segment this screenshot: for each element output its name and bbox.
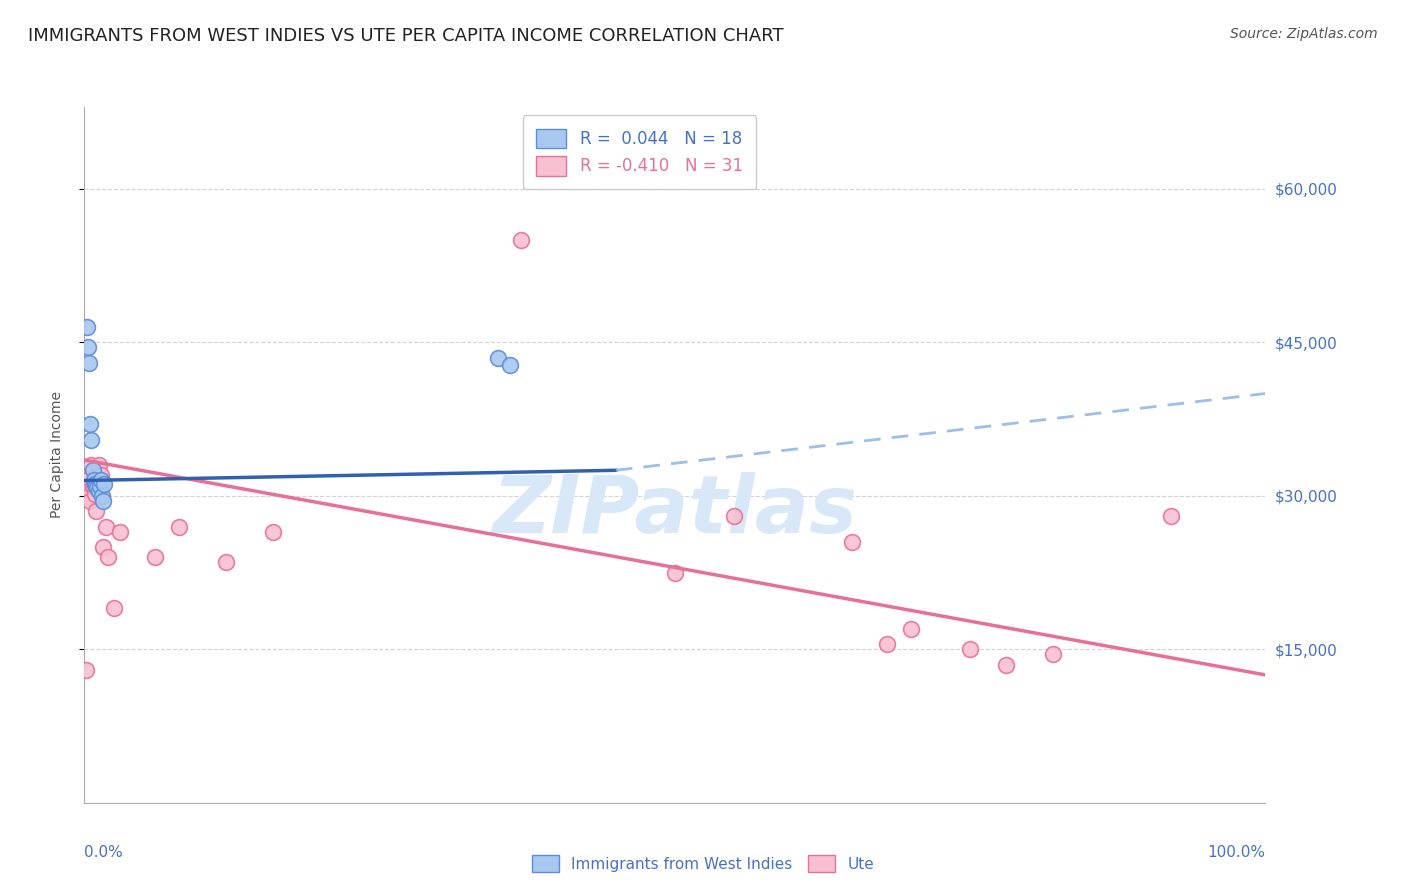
Legend: R =  0.044   N = 18, R = -0.410   N = 31: R = 0.044 N = 18, R = -0.410 N = 31	[523, 115, 756, 189]
Point	[103, 601, 125, 615]
Point	[80, 458, 103, 472]
Point	[84, 476, 107, 491]
Point	[90, 468, 112, 483]
Text: ZIPatlas: ZIPatlas	[492, 472, 858, 549]
Point	[723, 509, 745, 524]
Point	[80, 433, 103, 447]
Point	[215, 555, 238, 569]
Point	[994, 657, 1017, 672]
Point	[76, 320, 98, 334]
Point	[75, 663, 97, 677]
Point	[1160, 509, 1182, 524]
Point	[486, 351, 509, 365]
Y-axis label: Per Capita Income: Per Capita Income	[49, 392, 63, 518]
Point	[82, 463, 104, 477]
Point	[876, 637, 898, 651]
Point	[108, 524, 131, 539]
Point	[82, 478, 104, 492]
Text: IMMIGRANTS FROM WEST INDIES VS UTE PER CAPITA INCOME CORRELATION CHART: IMMIGRANTS FROM WEST INDIES VS UTE PER C…	[28, 27, 783, 45]
Point	[89, 478, 111, 492]
Point	[664, 566, 686, 580]
Text: 100.0%: 100.0%	[1208, 845, 1265, 860]
Point	[97, 550, 120, 565]
Point	[841, 534, 863, 549]
Point	[83, 481, 105, 495]
Legend: Immigrants from West Indies, Ute: Immigrants from West Indies, Ute	[524, 847, 882, 880]
Point	[79, 494, 101, 508]
Point	[76, 474, 98, 488]
Point	[959, 642, 981, 657]
Point	[87, 483, 110, 498]
Point	[84, 478, 107, 492]
Point	[167, 519, 190, 533]
Point	[262, 524, 284, 539]
Point	[498, 358, 520, 372]
Point	[79, 417, 101, 432]
Point	[94, 519, 117, 533]
Point	[77, 483, 100, 498]
Point	[77, 489, 100, 503]
Point	[91, 540, 114, 554]
Point	[83, 474, 105, 488]
Point	[1042, 648, 1064, 662]
Point	[143, 550, 166, 565]
Point	[510, 233, 533, 247]
Point	[91, 494, 114, 508]
Point	[84, 504, 107, 518]
Point	[93, 476, 115, 491]
Text: Source: ZipAtlas.com: Source: ZipAtlas.com	[1230, 27, 1378, 41]
Point	[900, 622, 922, 636]
Point	[86, 481, 108, 495]
Point	[91, 489, 114, 503]
Point	[87, 458, 110, 472]
Point	[77, 356, 100, 370]
Point	[90, 474, 112, 488]
Point	[84, 487, 107, 501]
Point	[77, 341, 100, 355]
Text: 0.0%: 0.0%	[84, 845, 124, 860]
